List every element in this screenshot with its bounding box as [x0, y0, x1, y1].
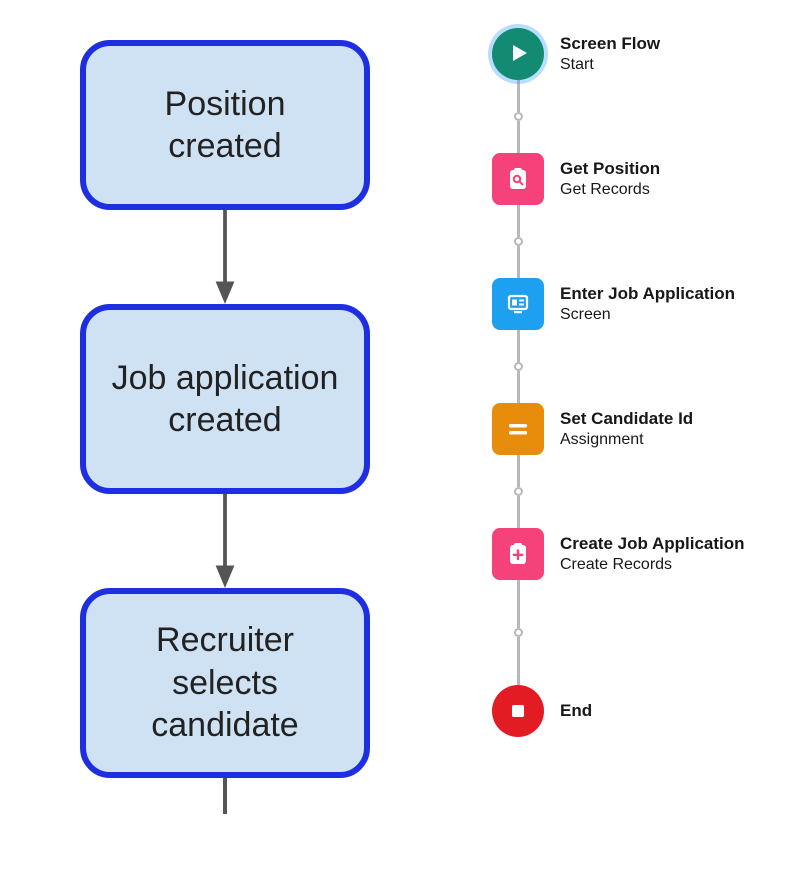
clipboard-plus-icon — [492, 528, 544, 580]
add-step-dot[interactable] — [514, 362, 523, 371]
flow-node-labels: End — [560, 700, 592, 721]
flow-node-labels: Screen FlowStart — [560, 33, 660, 74]
flow-box-label: Recruiter selects candidate — [104, 619, 346, 747]
screen-icon — [492, 278, 544, 330]
flow-node-title: Get Position — [560, 158, 660, 179]
flow-node-title: End — [560, 700, 592, 721]
arrow-tail-icon — [213, 778, 237, 814]
flow-node-icon-wrap — [490, 685, 546, 737]
equals-icon — [492, 403, 544, 455]
clipboard-search-icon — [492, 153, 544, 205]
flow-connector — [490, 330, 546, 403]
flow-node-end[interactable]: End — [490, 685, 790, 737]
flow-node-subtitle: Start — [560, 55, 660, 75]
flow-node-screen-flow[interactable]: Screen FlowStart — [490, 28, 790, 80]
stop-icon — [492, 685, 544, 737]
flow-arrow-tail — [205, 778, 245, 814]
flow-node-title: Screen Flow — [560, 33, 660, 54]
flow-connector — [490, 580, 546, 685]
flow-arrow — [205, 494, 245, 588]
flow-arrow — [205, 210, 245, 304]
flow-node-create-job-application[interactable]: Create Job ApplicationCreate Records — [490, 528, 790, 580]
flow-node-enter-job-application[interactable]: Enter Job ApplicationScreen — [490, 278, 790, 330]
flow-node-labels: Create Job ApplicationCreate Records — [560, 533, 745, 574]
add-step-dot[interactable] — [514, 487, 523, 496]
flow-node-icon-wrap — [490, 278, 546, 330]
flow-node-labels: Get PositionGet Records — [560, 158, 660, 199]
flow-node-icon-wrap — [490, 28, 546, 80]
flow-node-get-position[interactable]: Get PositionGet Records — [490, 153, 790, 205]
flow-node-subtitle: Screen — [560, 305, 735, 325]
flow-box-recruiter-selects-candidate: Recruiter selects candidate — [80, 588, 370, 778]
flow-node-title: Create Job Application — [560, 533, 745, 554]
flow-connector — [490, 455, 546, 528]
flow-node-subtitle: Create Records — [560, 555, 745, 575]
add-step-dot[interactable] — [514, 112, 523, 121]
flow-box-label: Position created — [104, 83, 346, 168]
flow-node-title: Set Candidate Id — [560, 408, 693, 429]
flow-node-icon-wrap — [490, 403, 546, 455]
process-flowchart: Position created Job application created… — [70, 40, 380, 814]
flow-box-label: Job application created — [104, 357, 346, 442]
add-step-dot[interactable] — [514, 628, 523, 637]
flow-box-position-created: Position created — [80, 40, 370, 210]
flow-node-labels: Set Candidate IdAssignment — [560, 408, 693, 449]
flow-node-icon-wrap — [490, 153, 546, 205]
flow-connector — [490, 80, 546, 153]
flow-builder: Screen FlowStart Get PositionGet Records E… — [490, 28, 790, 737]
flow-connector — [490, 205, 546, 278]
flow-node-title: Enter Job Application — [560, 283, 735, 304]
flow-node-set-candidate-id[interactable]: Set Candidate IdAssignment — [490, 403, 790, 455]
arrow-down-icon — [213, 494, 237, 588]
flow-node-icon-wrap — [490, 528, 546, 580]
flow-node-subtitle: Assignment — [560, 430, 693, 450]
arrow-down-icon — [213, 210, 237, 304]
flow-node-labels: Enter Job ApplicationScreen — [560, 283, 735, 324]
add-step-dot[interactable] — [514, 237, 523, 246]
flow-node-subtitle: Get Records — [560, 180, 660, 200]
flow-box-job-application-created: Job application created — [80, 304, 370, 494]
play-icon — [492, 28, 544, 80]
